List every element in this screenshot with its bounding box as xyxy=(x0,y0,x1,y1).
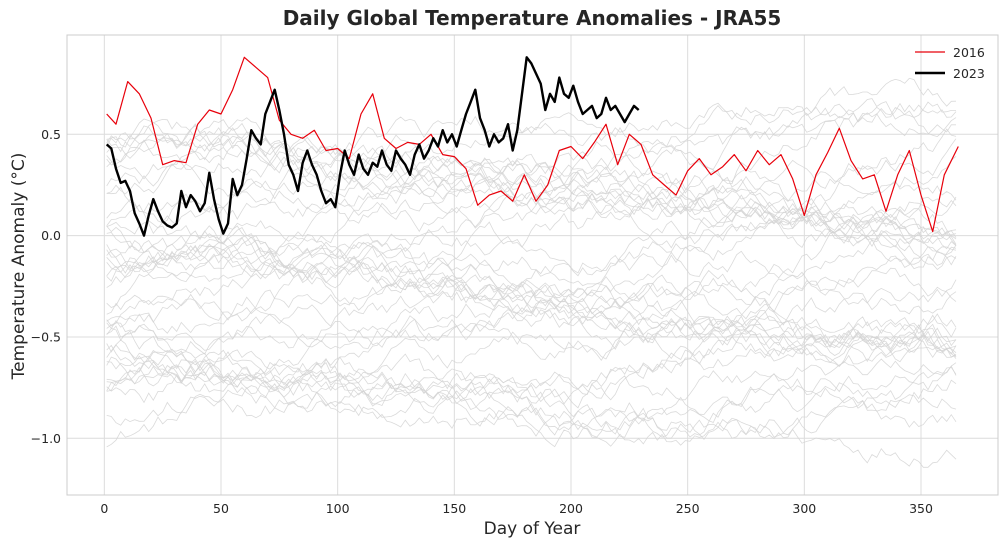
background-year-line xyxy=(106,330,957,418)
x-tick-label: 50 xyxy=(213,501,229,516)
y-tick-label: 0.0 xyxy=(41,228,61,243)
background-year-line xyxy=(106,238,957,319)
y-tick-labels: −1.0 −0.5 0.0 0.5 xyxy=(31,127,61,446)
y-tick-label: −0.5 xyxy=(31,329,61,344)
background-year-line xyxy=(106,163,957,247)
background-year-line xyxy=(106,133,957,243)
background-year-line xyxy=(106,244,957,341)
legend: 2016 2023 xyxy=(915,45,985,81)
background-year-line xyxy=(106,187,957,266)
x-tick-label: 250 xyxy=(676,501,700,516)
background-year-line xyxy=(106,77,957,164)
background-year-line xyxy=(106,310,957,378)
y-tick-label: 0.5 xyxy=(41,127,61,142)
background-year-line xyxy=(106,365,957,440)
y-tick-label: −1.0 xyxy=(31,431,61,446)
highlighted-series xyxy=(105,56,959,237)
background-year-line xyxy=(106,212,957,284)
background-year-line xyxy=(106,356,957,437)
background-year-line xyxy=(106,376,957,468)
background-year-line xyxy=(106,258,957,322)
background-year-line xyxy=(106,362,957,447)
background-year-lines xyxy=(106,77,957,468)
background-year-line xyxy=(106,353,957,448)
background-year-line xyxy=(106,335,957,406)
y-axis-label: Temperature Anomaly (°C) xyxy=(9,153,29,381)
background-year-line xyxy=(106,237,957,313)
background-year-line xyxy=(106,316,957,392)
x-tick-label: 300 xyxy=(792,501,816,516)
series-line-2016 xyxy=(106,56,959,233)
legend-label-2023: 2023 xyxy=(953,66,985,81)
background-year-line xyxy=(106,145,957,225)
x-tick-labels: 0 50 100 150 200 250 300 350 xyxy=(100,501,933,516)
x-tick-label: 350 xyxy=(909,501,933,516)
background-year-line xyxy=(106,282,957,355)
background-year-line xyxy=(106,245,957,313)
legend-label-2016: 2016 xyxy=(953,45,985,60)
chart-title: Daily Global Temperature Anomalies - JRA… xyxy=(283,6,782,30)
background-year-line xyxy=(106,278,957,350)
series-line-2023 xyxy=(105,56,640,237)
x-tick-label: 150 xyxy=(442,501,466,516)
background-year-line xyxy=(106,345,957,407)
background-year-line xyxy=(106,201,957,287)
background-year-line xyxy=(106,103,956,193)
x-axis-label: Day of Year xyxy=(484,519,581,539)
background-year-line xyxy=(106,211,957,290)
background-year-line xyxy=(106,166,957,256)
plot-frame xyxy=(66,34,999,496)
x-tick-label: 100 xyxy=(326,501,350,516)
background-year-line xyxy=(106,349,957,438)
x-tick-label: 200 xyxy=(559,501,583,516)
background-year-line xyxy=(106,306,957,406)
background-year-line xyxy=(106,101,956,184)
background-year-line xyxy=(106,197,957,277)
x-tick-label: 0 xyxy=(100,501,108,516)
